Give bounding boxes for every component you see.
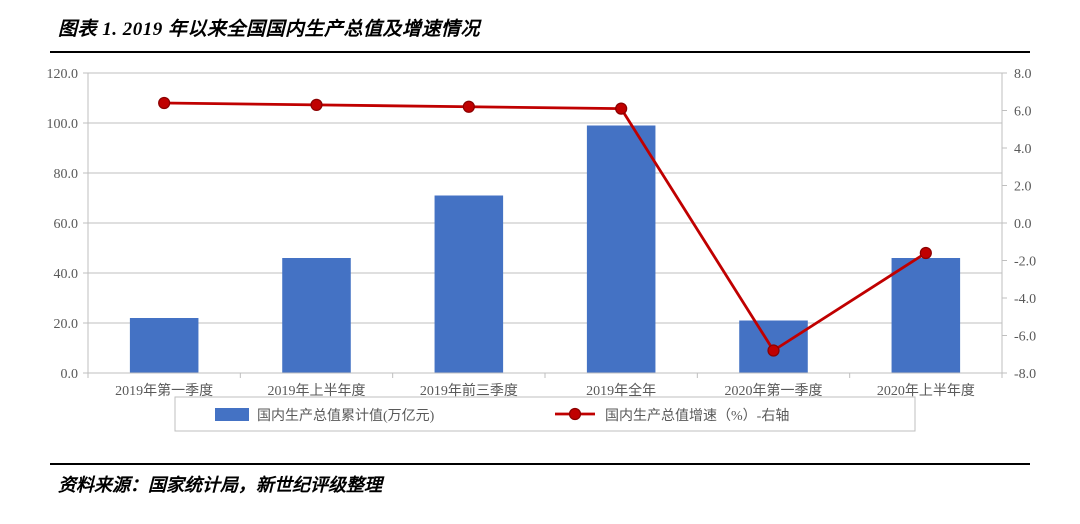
- top-rule: [50, 51, 1030, 53]
- bar: [130, 318, 199, 373]
- y-right-tick-label: 6.0: [1014, 105, 1032, 120]
- legend-bar-swatch: [215, 408, 249, 421]
- x-axis-label: 2019年前三季度: [420, 382, 518, 399]
- y-right-tick-label: 8.0: [1014, 67, 1032, 82]
- legend-bar-label: 国内生产总值累计值(万亿元): [257, 408, 435, 424]
- page: 图表 1. 2019 年以来全国国内生产总值及增速情况 0.0 20.0 40.0 6…: [0, 0, 1080, 524]
- bar: [587, 126, 656, 374]
- y-left-tick-label: 0.0: [61, 367, 79, 382]
- x-axis-label: 2019年第一季度: [115, 382, 213, 399]
- chart-title: 图表 1. 2019 年以来全国国内生产总值及增速情况: [50, 14, 1030, 41]
- chart-frame: 0.0 20.0 40.0 60.0 80.0 100.0 120.0 -8.0 -6.0 -4.…: [20, 59, 1060, 457]
- y-left-tick-label: 100.0: [47, 117, 79, 132]
- y-right-tick-label: -8.0: [1014, 367, 1036, 382]
- y-left-tick-label: 60.0: [54, 217, 79, 232]
- y-right-tick-label: 0.0: [1014, 217, 1032, 232]
- x-axis-label: 2019年全年: [586, 382, 656, 399]
- bar: [892, 258, 961, 373]
- y-left-tick-label: 80.0: [54, 167, 79, 182]
- y-right-tick-label: -2.0: [1014, 255, 1036, 270]
- y-right-tick-label: -6.0: [1014, 330, 1036, 345]
- bar: [282, 258, 351, 373]
- legend-line-marker: [570, 409, 581, 420]
- line-marker: [616, 103, 627, 114]
- y-right-tick-label: 2.0: [1014, 180, 1032, 195]
- y-right-tick-label: 4.0: [1014, 142, 1032, 157]
- chart-svg: 0.0 20.0 40.0 60.0 80.0 100.0 120.0 -8.0 -6.0 -4.…: [20, 59, 1060, 457]
- line-marker: [768, 345, 779, 356]
- y-left-tick-label: 40.0: [54, 267, 79, 282]
- line-marker: [920, 248, 931, 259]
- bottom-rule: [50, 463, 1030, 465]
- y-left-tick-label: 20.0: [54, 317, 79, 332]
- y-left-tick-label: 120.0: [47, 67, 79, 82]
- legend-line-label: 国内生产总值增速（%）-右轴: [605, 408, 789, 424]
- x-axis-label: 2020年第一季度: [725, 382, 823, 399]
- line-marker: [311, 99, 322, 110]
- y-right-tick-label: -4.0: [1014, 292, 1036, 307]
- source-text: 资料来源：国家统计局，新世纪评级整理: [50, 471, 1030, 497]
- bar: [435, 196, 504, 374]
- line-marker: [463, 101, 474, 112]
- line-marker: [159, 98, 170, 109]
